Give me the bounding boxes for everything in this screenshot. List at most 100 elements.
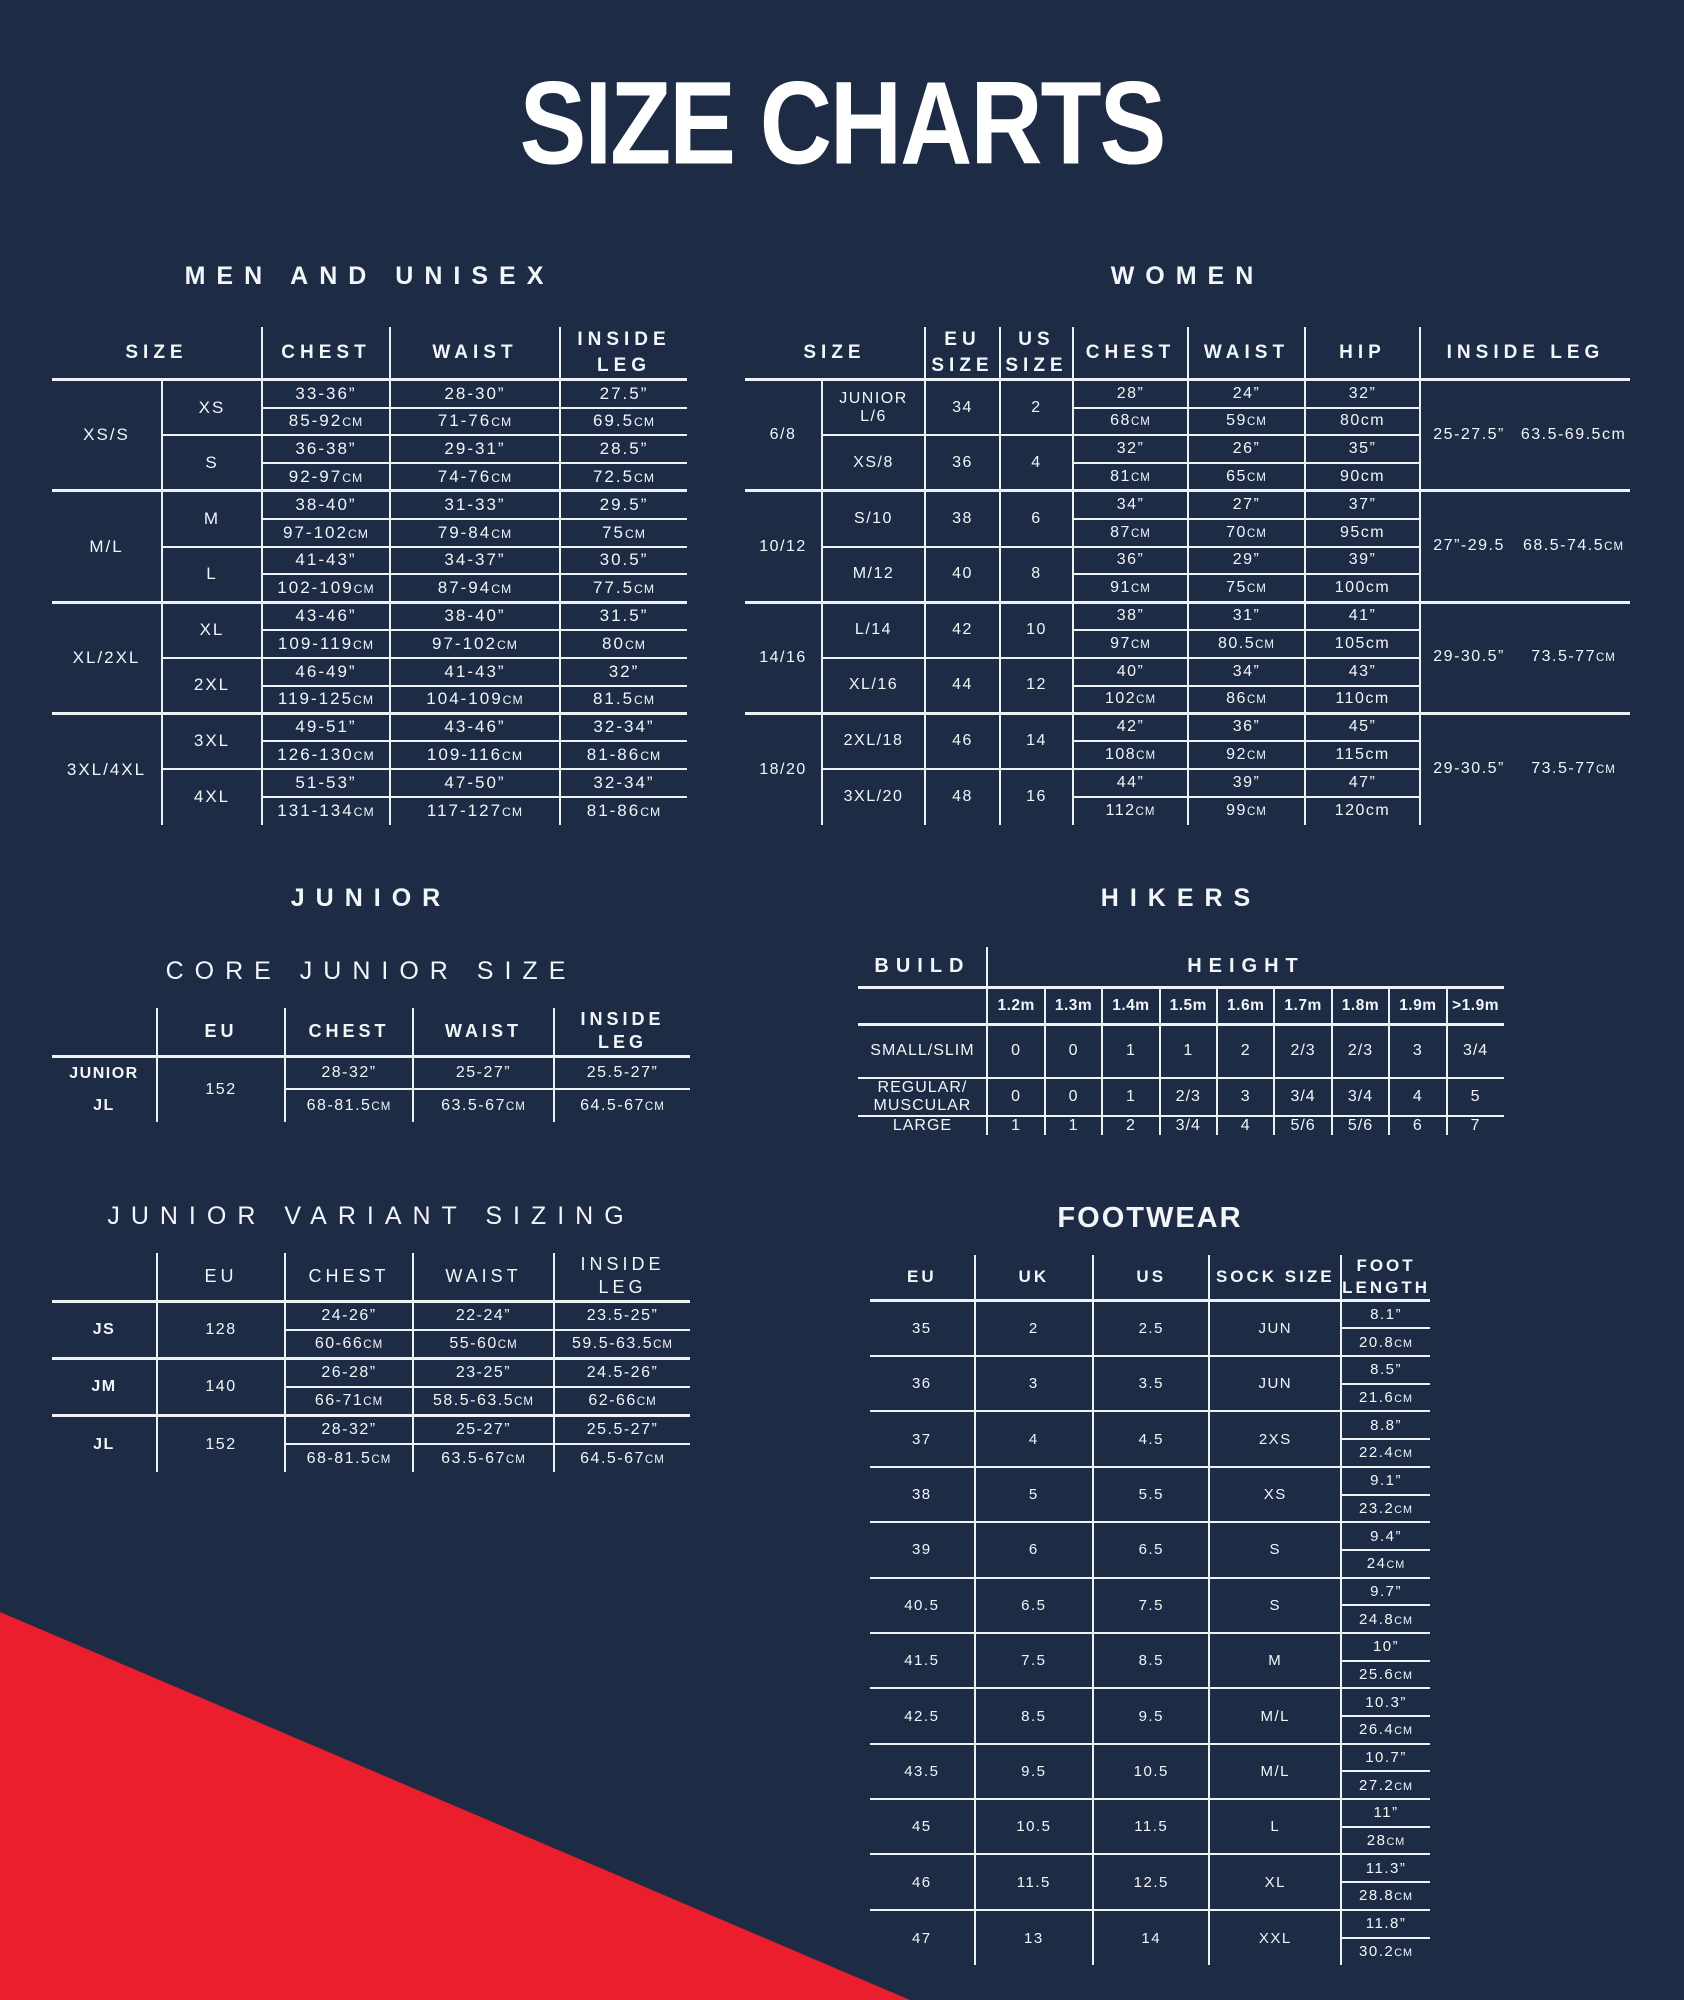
column-header: WAIST [389,327,560,382]
hip-inches: 47” [1304,767,1420,797]
foot-length-cm: 27.2CM [1340,1770,1430,1800]
women-section: WOMEN SIZE EU SIZE US SIZE CHEST WAIST HIP INS… [745,262,1630,825]
waist-inches: 28-30” [389,379,560,408]
inside-leg-cell: 27”-29.5 68.5-74.5CM [1419,489,1630,603]
inside-leg-inches: 29-30.5” [1433,648,1505,666]
waist-cm: 70CM [1187,517,1305,547]
column-header: US [1092,1255,1210,1303]
unit-label: CM [363,1338,384,1351]
row-label: JL [52,1413,157,1473]
unit-label: CM [1394,1503,1414,1516]
foot-length-cm: 26.4CM [1340,1715,1430,1744]
hip-cm: 95cm [1304,517,1420,547]
unit-label: CM [624,637,646,652]
foot-length-inches: 11” [1340,1798,1430,1827]
size-index-value: 3 [1215,1077,1275,1116]
us-size: 11.5 [1092,1798,1210,1855]
eu-size: 40 [924,545,1000,603]
column-header: SIZE [52,327,262,382]
size-index-value: 2 [1215,1024,1275,1078]
chest-inches: 24-26” [284,1301,413,1330]
sock-size: L [1208,1798,1342,1855]
waist-cm: 63.5-67CM [412,1088,554,1123]
column-header: HIP [1304,327,1420,382]
unit-label: CM [1136,750,1157,763]
waist-cm: 86CM [1187,684,1305,714]
us-size: 14 [1092,1908,1210,1966]
men-size-table: SIZE CHEST WAIST INSIDE LEG XS/S XS 33-36” 28-3… [52,327,687,825]
unit-label: CM [1394,1780,1414,1793]
us-size: 6.5 [1092,1521,1210,1578]
chest-cm: 92-97CM [261,462,390,491]
core-junior-size-title: CORE JUNIOR SIZE [165,957,577,985]
women-section-heading: WOMEN [1110,262,1265,290]
size-index-value: 5 [1445,1077,1504,1116]
inside-leg-cm: 64.5-67CM [553,1442,690,1473]
unit-label: CM [491,526,513,541]
unit-label: CM [1130,527,1151,540]
uk-size: 2 [973,1300,1094,1357]
junior-section: JUNIOR CORE JUNIOR SIZE EU CHEST WAIST INSI… [52,884,690,1123]
height-value-header: 1.3m [1043,987,1103,1026]
size-index-value: 1 [1158,1024,1217,1078]
unit-label: CM [1246,694,1267,707]
chest-inches: 40” [1072,656,1188,686]
waist-cm: 99CM [1187,795,1305,825]
waist-cm: 75CM [1187,573,1305,603]
waist-cm: 117-127CM [389,795,560,825]
unit-label: CM [634,415,656,430]
size-label: L/14 [821,600,925,658]
eu-size: 39 [870,1521,975,1578]
chest-inches: 32” [1072,434,1188,464]
inside-leg-values: 27”-29.5 68.5-74.5CM [1421,534,1630,559]
unit-label: CM [1386,1559,1406,1572]
column-header: SIZE [745,327,925,382]
us-size: 12.5 [1092,1853,1210,1910]
inside-leg-cell: 29-30.5” 73.5-77CM [1419,600,1630,714]
chest-inches: 36” [1072,545,1188,575]
waist-inches: 31-33” [389,489,560,519]
unit-label: CM [634,693,656,708]
unit-label: CM [353,805,375,820]
chest-cm: 126-130CM [261,740,390,769]
us-size: 5.5 [1092,1465,1210,1523]
size-index-value: 2/3 [1158,1077,1217,1116]
junior-variant-title: JUNIOR VARIANT SIZING [107,1202,635,1230]
unit-label: CM [496,637,518,652]
unit-label: CM [653,1338,674,1351]
unit-label: CM [342,470,364,485]
unit-label: CM [1246,583,1267,595]
waist-inches: 38-40” [389,600,560,630]
us-size: 8.5 [1092,1631,1210,1689]
size-index-value: 0 [1043,1024,1103,1078]
chest-cm: 112CM [1072,795,1188,825]
unit-label: CM [1595,652,1616,665]
unit-label: CM [505,1453,526,1466]
size-label: XS [161,379,262,436]
inside-leg-inches: 32” [559,656,687,686]
column-header [52,1008,157,1058]
column-header: CHEST [284,1008,413,1058]
foot-length-inches: 8.5” [1340,1355,1430,1384]
inside-leg-cm: 73.5-77CM [1531,648,1616,666]
hip-cm: 80cm [1304,406,1420,436]
inside-leg-inches: 27”-29.5 [1433,537,1505,555]
us-size: 10 [999,600,1073,658]
column-header: INSIDE LEG [1419,327,1630,382]
column-header: US SIZE [999,327,1073,382]
size-label: L [161,545,262,603]
size-label: S/10 [821,489,925,547]
hip-cm: 110cm [1304,684,1420,714]
unit-label: CM [1136,694,1157,707]
waist-inches: 31” [1187,600,1305,630]
foot-length-cm: 22.4CM [1340,1438,1430,1467]
inside-leg-inches: 24.5-26” [553,1356,690,1387]
build-label: SMALL/SLIM [870,1042,975,1060]
column-header: EU SIZE [924,327,1000,382]
eu-size: 40.5 [870,1576,975,1633]
column-header: INSIDE LEG [559,327,687,382]
unit-label: CM [1386,1836,1406,1849]
inside-leg-inches: 23.5-25” [553,1301,690,1330]
eu-size: 140 [156,1356,285,1416]
foot-length-cm: 24CM [1340,1548,1430,1578]
